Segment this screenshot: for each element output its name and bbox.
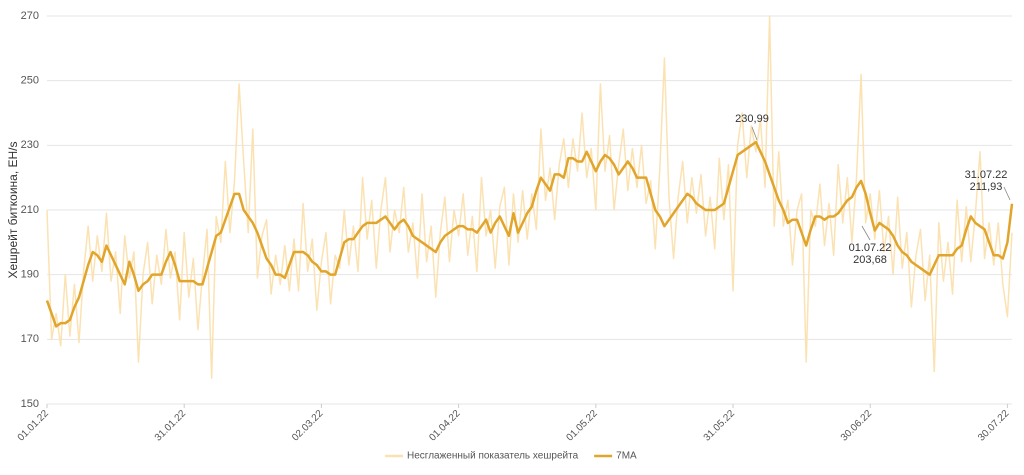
x-tick-label: 30.07.22 [976,408,1012,444]
y-tick-label: 270 [21,10,39,22]
series-line [45,140,1014,328]
annotation: 230,99 [735,113,769,125]
series-line [46,15,1013,379]
annotation: 31.07.22 [965,169,1008,181]
y-tick-label: 210 [21,204,39,216]
annotation: 211,93 [970,181,1003,193]
annotation-pointer [751,126,758,141]
y-tick-label: 230 [21,139,39,151]
x-tick-label: 01.04.22 [427,408,463,444]
x-tick-label: 01.05.22 [564,408,600,444]
legend-label: Несглаженный показатель хешрейта [407,451,579,462]
x-tick-label: 02.03.22 [290,408,326,444]
x-tick-label: 01.01.22 [16,408,52,444]
x-tick-label: 30.06.22 [839,408,875,444]
legend: Несглаженный показатель хешрейта 7MA [385,451,637,462]
annotation: 01.07.22 [849,242,892,254]
legend-label: 7MA [616,451,637,462]
y-axis-label: Хешрейт биткоина, EH/s [6,142,20,279]
x-tick-label: 31.05.22 [702,408,738,444]
y-tick-label: 170 [21,333,39,345]
y-tick-label: 190 [21,269,39,281]
annotation-pointer [861,225,871,241]
annotation: 203,68 [853,254,887,266]
annotation-pointer [1003,186,1011,201]
y-tick-label: 150 [21,398,39,410]
y-tick-label: 250 [21,75,39,87]
x-tick-label: 31.01.22 [153,408,189,444]
